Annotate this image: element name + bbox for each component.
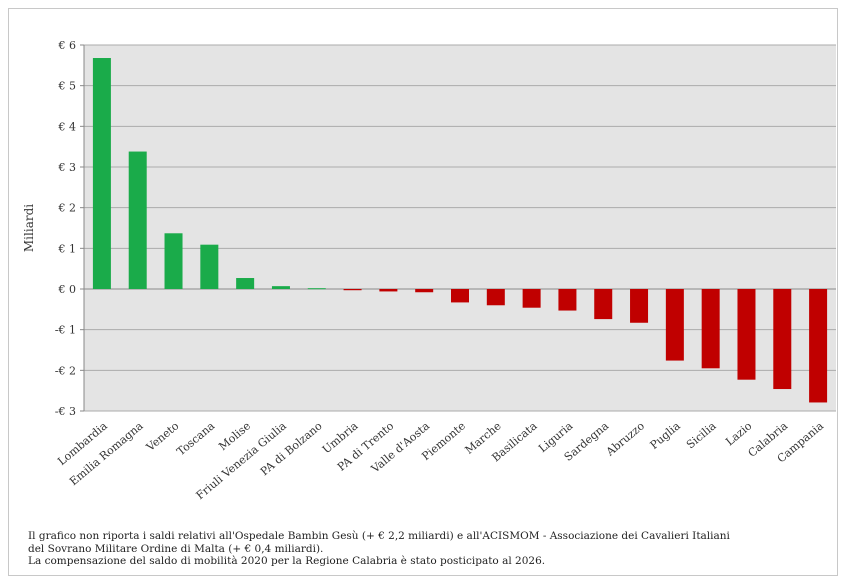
bar [522,289,541,308]
y-tick-label: -€ 2 [55,364,76,377]
y-axis-label: Miliardi [22,204,36,252]
footnote-line-2: del Sovrano Militare Ordine di Malta (+ … [28,542,324,555]
bar [379,289,398,292]
bar [307,288,326,290]
footnote: Il grafico non riporta i saldi relativi … [28,530,828,568]
bar [236,278,255,289]
x-tick-label: Toscana [174,419,217,458]
bar [451,289,469,303]
x-tick-label: PA di Bolzano [258,419,325,478]
footnote-line-1: Il grafico non riporta i saldi relativi … [28,530,730,542]
bar [164,233,183,289]
x-tick-label: Abruzzo [603,419,647,459]
y-tick-label: € 1 [58,242,77,255]
bar [558,289,577,311]
x-tick-label: Puglia [648,419,684,452]
y-tick-label: € 6 [58,39,77,52]
y-tick-label: -€ 1 [55,324,76,337]
bar [128,151,147,289]
bar [486,289,505,306]
bars [92,58,828,403]
footnote-line-3: La compensazione del saldo di mobilità 2… [28,555,546,567]
x-tick-label: Sicilia [684,419,719,451]
bar [343,289,362,291]
bar [809,289,828,403]
y-axis-ticks: € 6 € 5 € 4 € 3 € 2 € 1 € 0 -€ 1 -€ 2 -€ 3 [55,39,85,418]
bar [92,58,111,289]
bar [200,244,219,289]
y-tick-label: € 5 [58,80,77,93]
bar [415,289,434,293]
bar [701,289,720,369]
y-tick-label: -€ 3 [55,405,76,418]
x-tick-label: Lazio [723,419,754,448]
bar [737,289,756,380]
y-tick-label: € 2 [58,202,77,215]
y-tick-label: € 4 [58,120,77,133]
y-tick-label: € 3 [58,161,77,174]
bar [773,289,792,390]
bar [630,289,649,323]
bar [665,289,684,361]
bar [594,289,613,320]
y-tick-label: € 0 [58,283,77,296]
plot-area [84,45,836,411]
bar [271,286,290,289]
